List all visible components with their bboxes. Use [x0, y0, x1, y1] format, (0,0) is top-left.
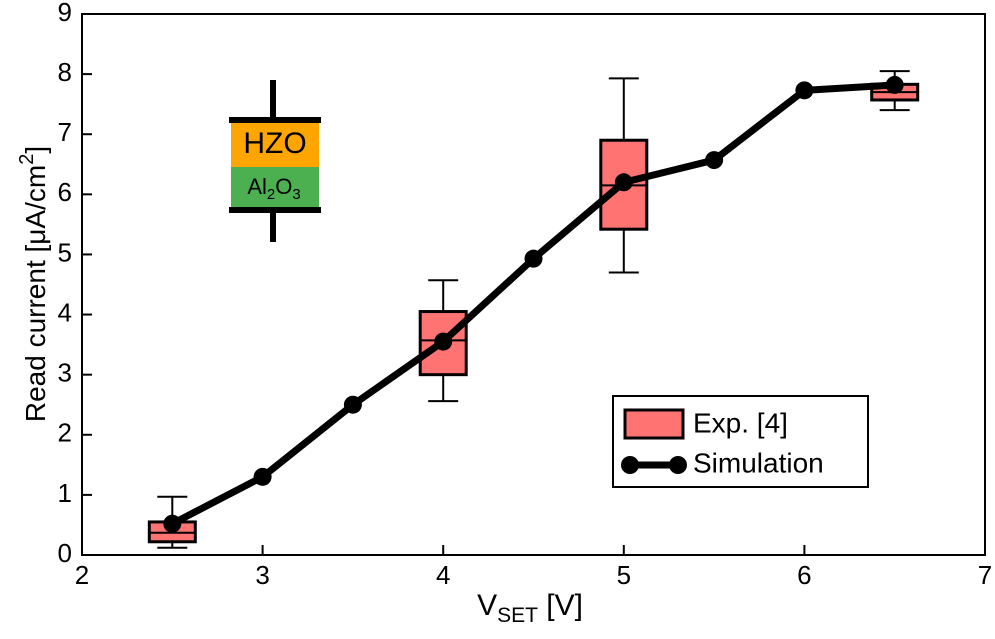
legend-label: Simulation [693, 447, 824, 478]
y-axis-label: Read current [μA/cm2] [16, 146, 51, 422]
y-tick-label: 7 [58, 117, 72, 147]
point [885, 75, 904, 94]
x-tick-label: 6 [797, 560, 811, 590]
y-tick-label: 0 [58, 538, 72, 568]
x-tick-label: 7 [978, 560, 992, 590]
legend-swatch [623, 408, 685, 440]
y-tick-label: 2 [58, 418, 72, 448]
inset: HZO Al2O3 [229, 80, 321, 242]
inset-label: HZO [243, 127, 306, 160]
x-tick-label: 2 [75, 560, 89, 590]
y-tick-label: 8 [58, 57, 72, 87]
point [614, 173, 633, 192]
inset-al2o3-layer [231, 167, 319, 209]
y-tick-label: 3 [58, 358, 72, 388]
point [253, 467, 272, 486]
legend-label: Exp. [4] [693, 407, 788, 438]
inset-label: Al2O3 [247, 174, 300, 203]
y-tick-label: 1 [58, 478, 72, 508]
point [343, 395, 362, 414]
legend-marker [621, 456, 639, 474]
point [524, 249, 543, 268]
y-tick-label: 4 [58, 297, 72, 327]
point [795, 81, 814, 100]
point [163, 514, 182, 533]
y-tick-label: 5 [58, 237, 72, 267]
x-tick-label: 4 [436, 560, 450, 590]
point [434, 332, 453, 351]
plot-frame [81, 13, 986, 556]
point [705, 151, 724, 170]
y-tick-label: 9 [58, 0, 72, 27]
x-tick-label: 3 [255, 560, 269, 590]
y-tick-label: 6 [58, 177, 72, 207]
legend-marker [669, 456, 687, 474]
inset-hzo-layer [231, 120, 319, 167]
x-axis-label: VSET [V] [477, 589, 583, 627]
x-tick-label: 5 [617, 560, 631, 590]
